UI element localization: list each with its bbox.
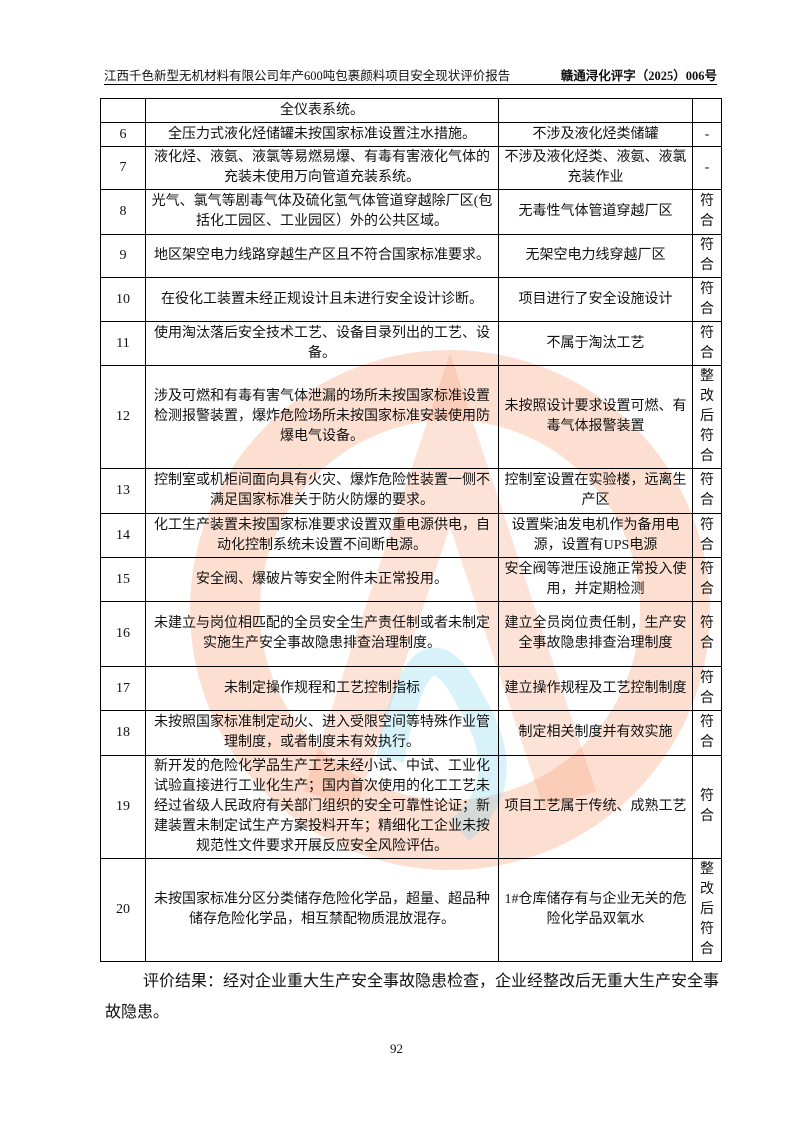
table-row: 20 未按国家标准分区分类储存危险化学品，超量、超品种储存危险化学品，相互禁配物质…: [100, 858, 722, 962]
check-result: 不属于淘汰工艺: [498, 321, 693, 366]
check-result: 制定相关制度并有效实施: [498, 710, 693, 756]
row-number: 20: [100, 858, 146, 962]
check-result: 控制室设置在实验楼，远离生产区: [498, 468, 693, 514]
check-conclusion: 符合: [692, 666, 722, 711]
check-conclusion: -: [692, 122, 722, 147]
check-result: 不涉及液化烃类、液氨、液氯充装作业: [498, 146, 693, 190]
table-row: 18 未按照国家标准制定动火、进入受限空间等特殊作业管理制度，或者制度未有效执行。…: [100, 710, 722, 756]
check-item: 涉及可燃和有毒有害气体泄漏的场所未按国家标准设置检测报警装置，爆炸危险场所未按国…: [145, 365, 499, 469]
hazard-check-table: 全仪表系统。 6 全压力式液化烃储罐未按国家标准设置注水措施。 不涉及液化烃类储罐 -7…: [100, 98, 722, 962]
row-number: 7: [100, 146, 146, 190]
row-number: 6: [100, 122, 146, 147]
row-number: 14: [100, 513, 146, 558]
check-result: 项目进行了安全设施设计: [498, 277, 693, 322]
check-conclusion: [692, 98, 722, 123]
evaluation-result: 评价结果：经对企业重大生产安全事故隐患检查，企业经整改后无重大生产安全事故隐患。: [105, 973, 720, 1021]
check-conclusion: 整改后符合: [692, 365, 722, 469]
check-conclusion: 符合: [692, 710, 722, 756]
check-result: 建立操作规程及工艺控制制度: [498, 666, 693, 711]
check-result: 建立全员岗位责任制，生产安全事故隐患排查治理制度: [498, 601, 693, 667]
check-item: 安全阀、爆破片等安全附件未正常投用。: [145, 557, 499, 602]
check-conclusion: 符合: [692, 755, 722, 859]
check-conclusion: 符合: [692, 189, 722, 235]
page-content: 江西千色新型无机材料有限公司年产600吨包裹颜料项目安全现状评价报告 赣通浔化评…: [100, 68, 722, 1028]
check-result: 未按照设计要求设置可燃、有毒气体报警装置: [498, 365, 693, 469]
table-row: 13 控制室或机柜间面向具有火灾、爆炸危险性装置一侧不满足国家标准关于防火防爆的要…: [100, 468, 722, 514]
row-number: 15: [100, 557, 146, 602]
report-title: 江西千色新型无机材料有限公司年产600吨包裹颜料项目安全现状评价报告: [104, 69, 511, 83]
table-row: 15 安全阀、爆破片等安全附件未正常投用。 安全阀等泄压设施正常投入使用，并定期检测…: [100, 557, 722, 602]
row-number: 11: [100, 321, 146, 366]
table-row: 6 全压力式液化烃储罐未按国家标准设置注水措施。 不涉及液化烃类储罐 -: [100, 122, 722, 147]
check-item: 未按国家标准分区分类储存危险化学品，超量、超品种储存危险化学品，相互禁配物质混放…: [145, 858, 499, 962]
check-conclusion: -: [692, 146, 722, 190]
check-item: 化工生产装置未按国家标准要求设置双重电源供电，自动化控制系统未设置不间断电源。: [145, 513, 499, 558]
row-number: [100, 98, 146, 123]
check-item: 新开发的危险化学品生产工艺未经小试、中试、工业化试验直接进行工业化生产；国内首次…: [145, 755, 499, 859]
table-row: 11 使用淘汰落后安全技术工艺、设备目录列出的工艺、设备。 不属于淘汰工艺 符合: [100, 321, 722, 366]
table-row: 12 涉及可燃和有毒有害气体泄漏的场所未按国家标准设置检测报警装置，爆炸危险场所未…: [100, 365, 722, 469]
check-item: 光气、氯气等剧毒气体及硫化氢气体管道穿越除厂区(包括化工园区、工业园区）外的公共…: [145, 189, 499, 235]
check-conclusion: 整改后符合: [692, 858, 722, 962]
table-row: 10 在役化工装置未经正规设计且未进行安全设计诊断。 项目进行了安全设施设计 符合: [100, 277, 722, 322]
check-item: 使用淘汰落后安全技术工艺、设备目录列出的工艺、设备。: [145, 321, 499, 366]
row-number: 16: [100, 601, 146, 667]
check-result: 1#仓库储存有与企业无关的危险化学品双氧水: [498, 858, 693, 962]
check-conclusion: 符合: [692, 601, 722, 667]
table-row: 9 地区架空电力线路穿越生产区且不符合国家标准要求。 无架空电力线穿越厂区 符合: [100, 234, 722, 278]
table-row: 7 液化烃、液氨、液氯等易燃易爆、有毒有害液化气体的充装未使用万向管道充装系统。不…: [100, 146, 722, 190]
check-item: 未建立与岗位相匹配的全员安全生产责任制或者未制定实施生产安全事故隐患排查治理制度…: [145, 601, 499, 667]
check-conclusion: 符合: [692, 513, 722, 558]
table-row: 17 未制定操作规程和工艺控制指标 建立操作规程及工艺控制制度 符合: [100, 666, 722, 711]
check-conclusion: 符合: [692, 557, 722, 602]
check-item: 未按照国家标准制定动火、进入受限空间等特殊作业管理制度，或者制度未有效执行。: [145, 710, 499, 756]
check-conclusion: 符合: [692, 468, 722, 514]
check-item: 全仪表系统。: [145, 98, 499, 123]
check-result: 安全阀等泄压设施正常投入使用，并定期检测: [498, 557, 693, 602]
page-number: 92: [390, 1041, 403, 1056]
check-item: 液化烃、液氨、液氯等易燃易爆、有毒有害液化气体的充装未使用万向管道充装系统。: [145, 146, 499, 190]
check-item: 在役化工装置未经正规设计且未进行安全设计诊断。: [145, 277, 499, 322]
row-number: 9: [100, 234, 146, 278]
check-result: 项目工艺属于传统、成熟工艺: [498, 755, 693, 859]
table-row: 14 化工生产装置未按国家标准要求设置双重电源供电，自动化控制系统未设置不间断电源…: [100, 513, 722, 558]
check-conclusion: 符合: [692, 277, 722, 322]
check-conclusion: 符合: [692, 321, 722, 366]
table-row: 16 未建立与岗位相匹配的全员安全生产责任制或者未制定实施生产安全事故隐患排查治理…: [100, 601, 722, 667]
row-number: 8: [100, 189, 146, 235]
check-result: 无架空电力线穿越厂区: [498, 234, 693, 278]
check-item: 地区架空电力线路穿越生产区且不符合国家标准要求。: [145, 234, 499, 278]
table-row: 8 光气、氯气等剧毒气体及硫化氢气体管道穿越除厂区(包括化工园区、工业园区）外的公…: [100, 189, 722, 235]
row-number: 13: [100, 468, 146, 514]
check-result: 无毒性气体管道穿越厂区: [498, 189, 693, 235]
check-result: 不涉及液化烃类储罐: [498, 122, 693, 147]
check-conclusion: 符合: [692, 234, 722, 278]
document-number: 赣通浔化评字（2025）006号: [560, 69, 717, 83]
row-number: 10: [100, 277, 146, 322]
table-row: 全仪表系统。: [100, 98, 722, 123]
check-result: [498, 98, 693, 123]
check-item: 控制室或机柜间面向具有火灾、爆炸危险性装置一侧不满足国家标准关于防火防爆的要求。: [145, 468, 499, 514]
page-header: 江西千色新型无机材料有限公司年产600吨包裹颜料项目安全现状评价报告 赣通浔化评…: [104, 68, 717, 85]
row-number: 12: [100, 365, 146, 469]
row-number: 18: [100, 710, 146, 756]
row-number: 17: [100, 666, 146, 711]
check-item: 未制定操作规程和工艺控制指标: [145, 666, 499, 711]
table-row: 19 新开发的危险化学品生产工艺未经小试、中试、工业化试验直接进行工业化生产；国内…: [100, 755, 722, 859]
check-result: 设置柴油发电机作为备用电源，设置有UPS电源: [498, 513, 693, 558]
check-item: 全压力式液化烃储罐未按国家标准设置注水措施。: [145, 122, 499, 147]
row-number: 19: [100, 755, 146, 859]
